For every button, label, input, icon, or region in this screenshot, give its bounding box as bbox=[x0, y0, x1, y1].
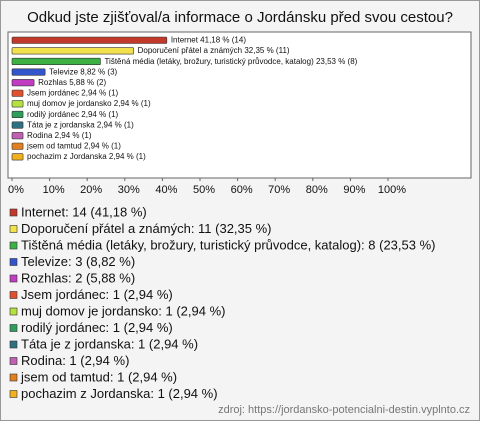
legend-label: pochazim z Jordanska: 1 (2,94 %) bbox=[21, 386, 218, 401]
legend-swatch bbox=[9, 357, 18, 365]
bar bbox=[11, 110, 24, 118]
legend-swatch bbox=[9, 373, 18, 382]
x-tick-label: 100% bbox=[378, 184, 406, 196]
plot-area bbox=[7, 31, 472, 179]
x-tick-label: 0% bbox=[8, 184, 24, 196]
legend-swatch bbox=[9, 258, 18, 266]
legend-label: Televize: 3 (8,82 %) bbox=[21, 254, 135, 269]
x-tick-label: 40% bbox=[155, 184, 177, 196]
x-tick-label: 80% bbox=[306, 184, 328, 196]
bar bbox=[11, 89, 24, 97]
bar bbox=[11, 153, 24, 161]
value-label: Rozhlas 5,88 % (2) bbox=[38, 78, 106, 87]
legend-label: Internet: 14 (41,18 %) bbox=[21, 204, 147, 219]
bar bbox=[11, 121, 24, 129]
legend-swatch bbox=[9, 340, 18, 349]
x-tick-label: 10% bbox=[43, 184, 65, 196]
value-label: Televize 8,82 % (3) bbox=[49, 67, 117, 76]
legend-label: jsem od tamtud: 1 (2,94 %) bbox=[20, 369, 177, 384]
value-label: pochazim z Jordanska 2,94 % (1) bbox=[27, 152, 146, 161]
legend-label: Rodina: 1 (2,94 %) bbox=[21, 353, 129, 368]
legend-swatch bbox=[9, 324, 18, 332]
x-tick-label: 70% bbox=[268, 184, 290, 196]
legend-swatch bbox=[9, 208, 18, 217]
x-tick-label: 20% bbox=[80, 184, 102, 196]
legend-label: Táta je z jordanska: 1 (2,94 %) bbox=[21, 336, 198, 351]
bar bbox=[11, 79, 35, 87]
value-label: Táta je z jordanska 2,94 % (1) bbox=[27, 120, 134, 129]
bar bbox=[11, 142, 24, 150]
x-tick-label: 90% bbox=[343, 184, 365, 196]
value-label: Internet 41,18 % (14) bbox=[171, 36, 246, 45]
bar bbox=[11, 132, 24, 140]
bar bbox=[11, 36, 168, 44]
bar bbox=[11, 47, 134, 55]
x-tick-label: 50% bbox=[193, 184, 215, 196]
legend-swatch bbox=[9, 307, 18, 316]
value-label: jsem od tamtud 2,94 % (1) bbox=[26, 142, 121, 151]
value-label: Tištěná média (letáky, brožury, turistic… bbox=[104, 57, 357, 66]
x-tick-label: 60% bbox=[231, 184, 253, 196]
bar bbox=[11, 68, 46, 76]
legend-swatch bbox=[9, 291, 18, 299]
bar bbox=[11, 57, 101, 66]
legend-swatch bbox=[9, 241, 18, 250]
legend-label: Doporučení přátel a známých: 11 (32,35 %… bbox=[21, 221, 272, 236]
legend-label: Tištěná média (letáky, brožury, turistic… bbox=[21, 237, 435, 252]
value-label: Doporučení přátel a známých 32,35 % (11) bbox=[138, 46, 290, 55]
legend-label: Jsem jordánec: 1 (2,94 %) bbox=[21, 287, 173, 302]
legend-swatch bbox=[9, 390, 18, 398]
value-label: Jsem jordánec 2,94 % (1) bbox=[27, 89, 118, 98]
value-label: Rodina 2,94 % (1) bbox=[27, 131, 92, 140]
legend-label: muj domov je jordansko: 1 (2,94 %) bbox=[21, 303, 225, 318]
chart-title: Odkud jste zjišťoval/a informace o Jordá… bbox=[27, 9, 453, 26]
legend-label: rodilý jordánec: 1 (2,94 %) bbox=[21, 320, 173, 335]
value-label: rodilý jordánec 2,94 % (1) bbox=[27, 110, 118, 119]
bar bbox=[11, 100, 24, 108]
legend-label: Rozhlas: 2 (5,88 %) bbox=[21, 270, 135, 285]
value-label: muj domov je jordansko 2,94 % (1) bbox=[27, 99, 151, 108]
x-tick-label: 30% bbox=[118, 184, 140, 196]
legend-swatch bbox=[9, 225, 18, 233]
legend-swatch bbox=[9, 274, 18, 283]
source: zdroj: https://jordansko-potencialni-des… bbox=[218, 404, 470, 416]
